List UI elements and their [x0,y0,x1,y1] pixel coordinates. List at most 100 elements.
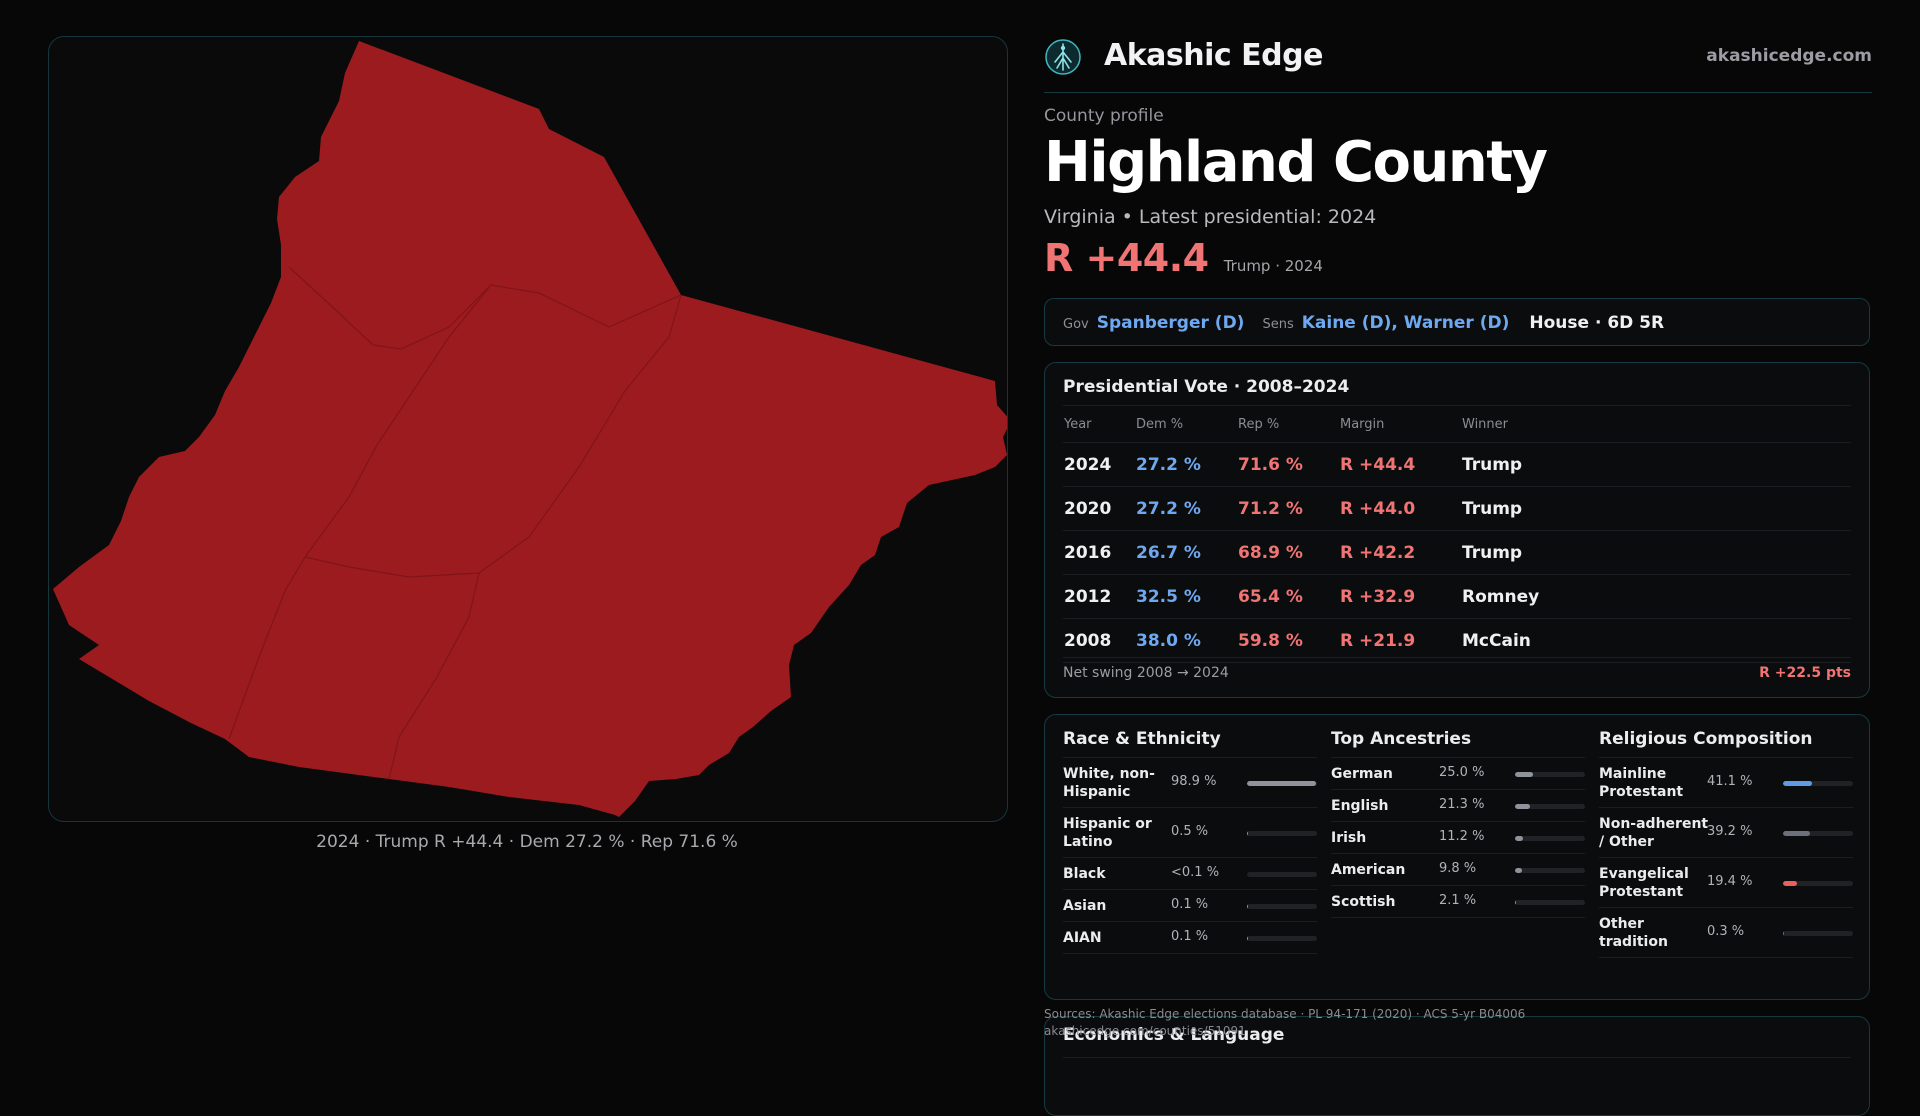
share-bar [1247,831,1317,836]
item-value: 0.5 % [1171,824,1209,839]
sens-label: Sens [1262,317,1294,332]
list-item: Other tradition 0.3 % [1599,908,1853,958]
share-bar [1515,804,1585,809]
race-list: White, non-Hispanic 98.9 % Hispanic or Lat… [1063,758,1317,954]
item-value: 0.1 % [1171,929,1209,944]
row-dem: 38.0 % [1135,618,1237,663]
net-swing: Net swing 2008 → 2024 R +22.5 pts [1063,665,1851,681]
swing-divider [1063,657,1851,658]
headline-margin: R +44.4 Trump · 2024 [1044,236,1323,280]
list-item: AIAN 0.1 % [1063,922,1317,954]
share-bar [1247,872,1317,877]
share-bar-fill [1515,868,1522,873]
item-value: 0.1 % [1171,897,1209,912]
item-label: Irish [1331,830,1367,846]
page-subtitle: Virginia • Latest presidential: 2024 [1044,206,1377,228]
list-item: Scottish 2.1 % [1331,886,1585,918]
list-item: Non-adherent / Other 39.2 % [1599,808,1853,858]
row-winner: Trump [1461,442,1851,487]
list-item: German 25.0 % [1331,758,1585,790]
item-value: <0.1 % [1171,865,1220,880]
row-rep: 71.6 % [1237,442,1339,487]
item-label: AIAN [1063,930,1102,946]
share-bar [1247,904,1317,909]
share-bar [1783,931,1853,936]
item-label: American [1331,862,1406,878]
col-winner: Winner [1461,405,1851,443]
row-rep: 71.2 % [1237,486,1339,531]
item-label: Asian [1063,898,1107,914]
share-bar [1783,831,1853,836]
row-winner: Romney [1461,574,1851,619]
county-map[interactable] [48,36,1008,822]
row-dem: 27.2 % [1135,442,1237,487]
brand-url[interactable]: akashicedge.com [1706,46,1872,66]
gov-label: Gov [1063,317,1089,332]
table-row: 2016 26.7 % 68.9 % R +42.2 Trump [1063,530,1851,575]
row-year: 2012 [1063,574,1135,619]
share-bar-fill [1783,931,1785,936]
religion-title: Religious Composition [1599,729,1853,758]
item-label: Black [1063,866,1106,882]
item-label: German [1331,766,1393,782]
item-value: 0.3 % [1707,924,1745,939]
item-label: English [1331,798,1389,814]
ancestry-column: Top Ancestries German 25.0 % English 21.3 %… [1331,729,1585,918]
item-label: Mainline Protestant [1599,766,1684,800]
item-label: Scottish [1331,894,1396,910]
share-bar [1247,936,1317,941]
list-item: Irish 11.2 % [1331,822,1585,854]
religion-column: Religious Composition Mainline Protestan… [1599,729,1853,958]
county-shape[interactable] [53,41,1007,817]
row-rep: 59.8 % [1237,618,1339,663]
brand-name[interactable]: Akashic Edge [1104,38,1323,73]
race-column: Race & Ethnicity White, non-Hispanic 98.9… [1063,729,1317,954]
list-item: English 21.3 % [1331,790,1585,822]
item-value: 9.8 % [1439,861,1477,876]
item-label: Other tradition [1599,916,1668,950]
ancestry-list: German 25.0 % English 21.3 % Irish 11.2 % Amer… [1331,758,1585,918]
presidential-vote-title: Presidential Vote · 2008–2024 [1063,377,1350,397]
district-lines [228,266,682,780]
row-winner: McCain [1461,618,1851,663]
row-dem: 26.7 % [1135,530,1237,575]
sources-line: Sources: Akashic Edge elections database… [1044,1007,1526,1021]
row-year: 2016 [1063,530,1135,575]
sources-link[interactable]: akashicedge.com/counties/51091 [1044,1024,1246,1038]
share-bar-fill [1247,904,1249,909]
share-bar [1515,868,1585,873]
list-item: American 9.8 % [1331,854,1585,886]
item-value: 11.2 % [1439,829,1485,844]
governor-link[interactable]: Spanberger (D) [1096,313,1245,333]
item-label: Non-adherent / Other [1599,816,1709,850]
share-bar [1515,772,1585,777]
col-year: Year [1063,405,1135,443]
margin-value: R +44.4 [1044,236,1209,280]
row-margin: R +42.2 [1339,530,1461,575]
share-bar-fill [1247,781,1317,786]
presidential-vote-card: Presidential Vote · 2008–2024 Year Dem %… [1044,362,1870,698]
share-bar-fill [1515,836,1523,841]
row-rep: 68.9 % [1237,530,1339,575]
page-eyebrow: County profile [1044,106,1164,126]
table-row: 2012 32.5 % 65.4 % R +32.9 Romney [1063,574,1851,619]
presidential-vote-table: Year Dem % Rep % Margin Winner 2024 27.2… [1063,405,1851,663]
item-value: 39.2 % [1707,824,1753,839]
share-bar-fill [1247,831,1249,836]
share-bar [1247,781,1317,786]
religion-list: Mainline Protestant 41.1 % Non-adherent / … [1599,758,1853,958]
share-bar-fill [1515,900,1517,905]
item-value: 19.4 % [1707,874,1753,889]
senators-link[interactable]: Kaine (D), Warner (D) [1301,313,1510,333]
race-title: Race & Ethnicity [1063,729,1317,758]
row-margin: R +32.9 [1339,574,1461,619]
item-value: 2.1 % [1439,893,1477,908]
economics-divider [1063,1057,1851,1058]
share-bar [1783,881,1853,886]
sources-note: Sources: Akashic Edge elections database… [1044,1006,1525,1040]
item-label: Evangelical Protestant [1599,866,1689,900]
house-delegation: House · 6D 5R [1529,313,1665,333]
item-value: 98.9 % [1171,774,1217,789]
col-rep: Rep % [1237,405,1339,443]
list-item: Mainline Protestant 41.1 % [1599,758,1853,808]
